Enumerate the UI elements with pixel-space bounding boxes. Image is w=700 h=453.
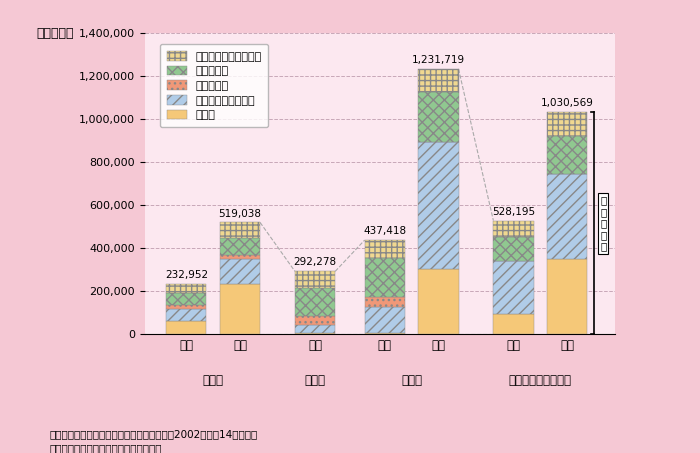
Bar <box>547 136 587 174</box>
Text: 幼稚園: 幼稚園 <box>203 374 224 386</box>
Text: 学
校
教
育
費: 学 校 教 育 費 <box>600 195 606 251</box>
Bar <box>365 297 405 307</box>
Y-axis label: 年額（円）: 年額（円） <box>36 27 74 39</box>
Bar <box>547 259 587 334</box>
Bar <box>167 293 206 305</box>
Bar <box>220 255 260 259</box>
Text: 528,195: 528,195 <box>492 207 535 217</box>
Text: 1,231,719: 1,231,719 <box>412 55 465 65</box>
Text: 高等学校（全日制）: 高等学校（全日制） <box>509 374 572 386</box>
Text: 437,418: 437,418 <box>363 226 406 236</box>
Text: 資料：文部科学省「子どもの学習費調査」（2002（平成14）年度）: 資料：文部科学省「子どもの学習費調査」（2002（平成14）年度） <box>49 429 258 439</box>
Bar <box>295 288 335 316</box>
Bar <box>547 112 587 136</box>
Bar <box>220 284 260 334</box>
Bar <box>167 284 206 293</box>
Bar <box>220 222 260 237</box>
Bar <box>167 321 206 334</box>
Bar <box>220 237 260 255</box>
Bar <box>167 305 206 309</box>
Bar <box>419 92 458 142</box>
Text: 232,952: 232,952 <box>164 270 208 280</box>
Text: 注：棒グラフ上の数値は、学習費総額: 注：棒グラフ上の数値は、学習費総額 <box>49 443 162 453</box>
Bar <box>547 174 587 259</box>
Bar <box>365 259 405 297</box>
Bar <box>220 259 260 284</box>
Bar <box>167 309 206 321</box>
Text: 小学校: 小学校 <box>304 374 326 386</box>
Text: 1,030,569: 1,030,569 <box>540 98 594 108</box>
Bar <box>494 314 533 334</box>
Legend: その他の学校外活動費, 補助学習費, 学校給食費, その他の学校教育費, 授業料: その他の学校外活動費, 補助学習費, 学校給食費, その他の学校教育費, 授業料 <box>160 44 268 127</box>
Bar <box>419 69 458 92</box>
Bar <box>419 269 458 334</box>
Bar <box>295 333 335 334</box>
Bar <box>365 240 405 259</box>
Bar <box>419 142 458 269</box>
Bar <box>365 333 405 334</box>
Bar <box>494 221 533 237</box>
Text: 519,038: 519,038 <box>218 208 262 219</box>
Bar <box>494 261 533 314</box>
Bar <box>295 271 335 288</box>
Bar <box>494 237 533 261</box>
Bar <box>365 307 405 333</box>
Bar <box>295 325 335 333</box>
Bar <box>295 316 335 325</box>
Text: 292,278: 292,278 <box>293 257 337 267</box>
Text: 中学校: 中学校 <box>401 374 422 386</box>
